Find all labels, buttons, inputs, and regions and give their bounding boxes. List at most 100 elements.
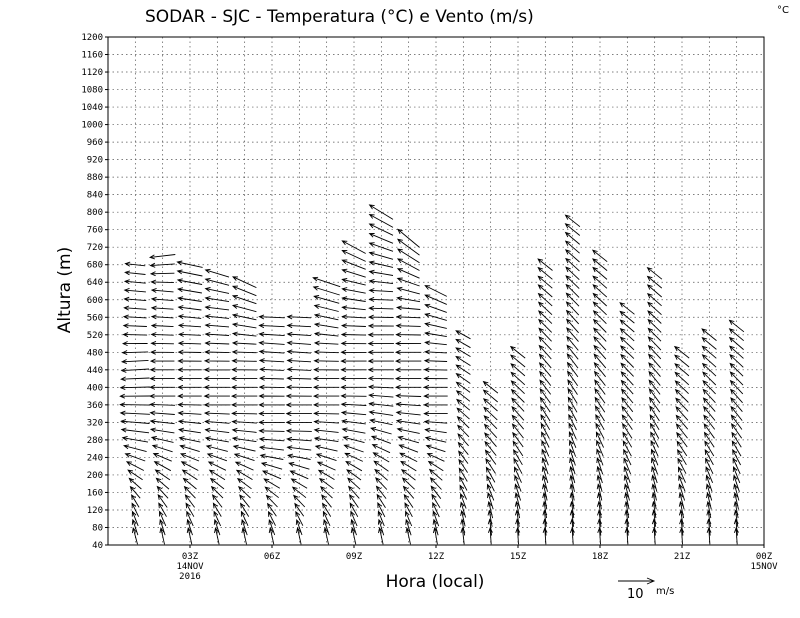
wind-arrow	[340, 410, 367, 416]
wind-arrow	[181, 469, 198, 481]
wind-arrow	[701, 354, 717, 368]
wind-arrow	[568, 405, 578, 422]
wind-arrow	[539, 379, 552, 395]
wind-arrow	[538, 336, 552, 351]
wind-arrow	[704, 440, 715, 457]
wind-arrow	[203, 367, 230, 373]
wind-arrow	[432, 510, 440, 527]
y-tick-label: 840	[87, 191, 103, 201]
wind-arrow	[729, 354, 744, 368]
wind-arrow	[148, 254, 176, 260]
wind-arrow	[592, 266, 608, 280]
wind-arrow	[367, 341, 394, 347]
wind-arrow	[647, 344, 662, 360]
wind-arrow	[313, 340, 339, 346]
y-tick-label: 160	[87, 488, 103, 498]
wind-arrow	[316, 461, 336, 471]
wind-arrow	[258, 402, 285, 408]
wind-arrow	[231, 322, 257, 329]
wind-arrow	[230, 393, 258, 399]
wind-arrow	[515, 526, 521, 545]
wind-arrow	[648, 379, 661, 395]
wind-arrow	[701, 362, 717, 377]
wind-arrow	[539, 370, 552, 386]
wind-arrow	[650, 431, 659, 448]
wind-arrow	[394, 349, 422, 355]
wind-arrow	[285, 411, 312, 417]
wind-arrow	[432, 526, 438, 545]
wind-arrow	[651, 518, 657, 536]
wind-arrow	[512, 431, 524, 448]
wind-arrow	[593, 327, 607, 342]
wind-arrow	[128, 477, 142, 490]
wind-arrow	[460, 526, 466, 545]
wind-arrow	[286, 358, 312, 364]
wind-arrow	[346, 469, 362, 481]
wind-arrow	[177, 340, 202, 346]
wind-arrow	[286, 436, 312, 442]
wind-arrow	[541, 457, 549, 475]
wind-arrow	[397, 228, 420, 248]
wind-arrow	[432, 501, 440, 518]
wind-arrow	[123, 279, 146, 285]
reference-vector-head	[646, 577, 656, 585]
wind-arrow	[540, 422, 550, 439]
wind-arrow	[396, 286, 420, 295]
wind-arrow	[213, 518, 221, 536]
wind-arrow	[177, 349, 202, 355]
wind-arrow	[239, 494, 250, 508]
wind-arrow	[214, 527, 220, 545]
wind-arrow	[268, 518, 276, 536]
x-tick-date: 14NOV	[176, 562, 204, 572]
wind-arrow	[178, 436, 201, 443]
wind-arrow	[404, 502, 413, 518]
wind-arrow	[706, 526, 712, 545]
wind-arrow	[186, 527, 193, 545]
wind-arrow	[236, 477, 252, 490]
wind-arrow	[285, 419, 312, 425]
wind-arrow	[592, 292, 608, 307]
wind-arrow	[210, 485, 224, 499]
wind-arrow	[122, 323, 147, 329]
wind-arrow	[395, 376, 422, 382]
wind-arrow	[424, 436, 447, 443]
wind-arrow	[131, 502, 140, 517]
wind-arrow	[509, 345, 526, 359]
wind-arrow	[646, 284, 662, 298]
wind-arrow	[459, 501, 467, 518]
wind-arrow	[678, 466, 686, 483]
wind-arrow	[621, 414, 633, 430]
wind-arrow	[322, 510, 331, 526]
wind-arrow	[313, 358, 339, 364]
wind-arrow	[231, 427, 257, 433]
wind-arrow	[459, 475, 468, 491]
wind-arrow	[596, 465, 603, 484]
wind-arrow	[182, 477, 197, 490]
wind-arrow	[564, 231, 580, 245]
x-tick-year: 2016	[179, 572, 201, 582]
wind-arrow	[594, 379, 606, 395]
y-tick-label: 1120	[81, 68, 103, 78]
wind-arrow	[320, 486, 333, 499]
wind-arrow	[180, 461, 199, 471]
wind-arrow	[619, 302, 635, 315]
wind-arrow	[293, 494, 306, 508]
wind-arrow	[565, 266, 580, 281]
wind-arrow	[313, 331, 339, 337]
wind-arrow	[566, 370, 579, 387]
wind-arrow	[323, 518, 330, 536]
wind-arrow	[675, 406, 689, 421]
corner-unit: °C	[777, 5, 789, 16]
wind-arrow	[730, 422, 743, 439]
wind-arrow	[650, 439, 659, 457]
wind-arrow	[149, 419, 175, 425]
wind-arrow	[395, 341, 422, 346]
wind-arrow	[651, 465, 658, 484]
wind-arrow	[211, 494, 223, 508]
wind-arrow	[125, 461, 145, 471]
wind-arrow	[159, 526, 165, 545]
wind-arrow	[232, 444, 256, 452]
x-tick-label: 18Z	[592, 552, 609, 562]
wind-arrow	[728, 328, 744, 342]
y-axis-label: Altura (m)	[55, 247, 75, 333]
